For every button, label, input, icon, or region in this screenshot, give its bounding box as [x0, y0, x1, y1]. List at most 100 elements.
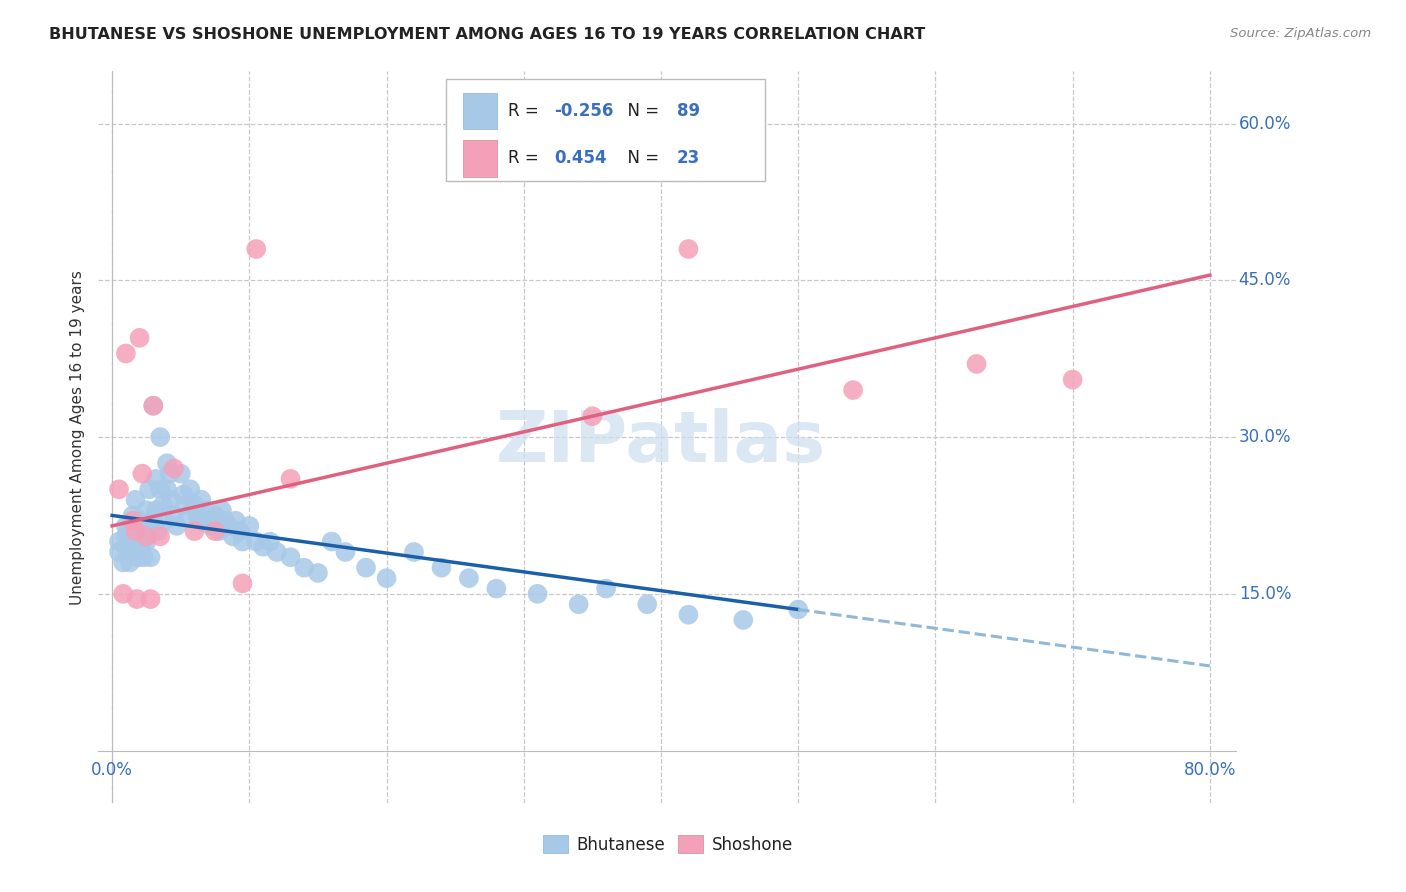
Point	[354, 560, 377, 574]
Point	[966, 357, 988, 371]
Text: 89: 89	[676, 102, 700, 120]
Point	[121, 519, 143, 533]
Point	[124, 492, 146, 507]
Point	[124, 514, 146, 528]
Point	[115, 346, 138, 360]
Point	[142, 399, 165, 413]
Point	[194, 503, 217, 517]
Legend: Bhutanese, Shoshone: Bhutanese, Shoshone	[536, 829, 800, 860]
Point	[214, 514, 236, 528]
Point	[238, 519, 260, 533]
Point	[259, 534, 281, 549]
Point	[139, 592, 162, 607]
Point	[131, 519, 153, 533]
Point	[787, 602, 810, 616]
Text: 0.454: 0.454	[554, 149, 606, 168]
Point	[280, 472, 302, 486]
Point	[173, 498, 195, 512]
Text: R =: R =	[509, 149, 544, 168]
Point	[211, 503, 233, 517]
Point	[125, 529, 148, 543]
Point	[231, 534, 253, 549]
Point	[142, 399, 165, 413]
Point	[163, 508, 186, 523]
Point	[153, 514, 176, 528]
Point	[146, 524, 169, 538]
Point	[222, 529, 245, 543]
Text: Unemployment Among Ages 16 to 19 years: Unemployment Among Ages 16 to 19 years	[70, 269, 86, 605]
Point	[159, 467, 181, 481]
Text: 15.0%: 15.0%	[1239, 585, 1291, 603]
Point	[121, 508, 143, 523]
Point	[183, 524, 205, 538]
Point	[112, 587, 135, 601]
Point	[292, 560, 315, 574]
Point	[128, 514, 150, 528]
Point	[156, 483, 179, 497]
Point	[149, 430, 172, 444]
Point	[266, 545, 288, 559]
Point	[121, 514, 143, 528]
Text: -0.256: -0.256	[554, 102, 613, 120]
Point	[152, 498, 174, 512]
Point	[485, 582, 508, 596]
Point	[1062, 373, 1084, 387]
Point	[118, 545, 141, 559]
Text: 23: 23	[676, 149, 700, 168]
Point	[128, 331, 150, 345]
Point	[128, 545, 150, 559]
Point	[131, 534, 153, 549]
Point	[568, 597, 591, 611]
Text: N =: N =	[617, 102, 664, 120]
Point	[321, 534, 343, 549]
Point	[842, 383, 865, 397]
Point	[132, 550, 155, 565]
Point	[160, 492, 183, 507]
Point	[108, 534, 131, 549]
FancyBboxPatch shape	[463, 140, 498, 177]
Point	[108, 483, 131, 497]
Point	[636, 597, 658, 611]
Point	[115, 529, 138, 543]
Point	[231, 576, 253, 591]
Point	[176, 508, 198, 523]
Point	[526, 587, 548, 601]
Point	[225, 514, 247, 528]
Point	[430, 560, 453, 574]
Point	[179, 483, 201, 497]
Point	[402, 545, 425, 559]
Point	[131, 467, 153, 481]
Point	[581, 409, 603, 424]
Point	[121, 545, 143, 559]
Point	[163, 461, 186, 475]
Point	[139, 550, 162, 565]
Text: 60.0%: 60.0%	[1239, 114, 1291, 133]
Point	[135, 519, 157, 533]
Point	[595, 582, 617, 596]
Point	[190, 492, 212, 507]
Point	[142, 514, 165, 528]
Point	[135, 503, 157, 517]
Point	[245, 534, 267, 549]
FancyBboxPatch shape	[463, 93, 498, 129]
Point	[125, 540, 148, 554]
Point	[280, 550, 302, 565]
Point	[190, 514, 212, 528]
Point	[678, 607, 700, 622]
Point	[138, 483, 160, 497]
Point	[183, 498, 205, 512]
Point	[229, 524, 252, 538]
Point	[208, 524, 231, 538]
Text: 0.0%: 0.0%	[91, 761, 134, 779]
Point	[156, 456, 179, 470]
Point	[145, 503, 167, 517]
Point	[252, 540, 274, 554]
Point	[121, 534, 143, 549]
Point	[245, 242, 267, 256]
Point	[149, 483, 172, 497]
Point	[200, 519, 222, 533]
Point	[115, 519, 138, 533]
Text: N =: N =	[617, 149, 664, 168]
Point	[125, 592, 148, 607]
Text: Source: ZipAtlas.com: Source: ZipAtlas.com	[1230, 27, 1371, 40]
